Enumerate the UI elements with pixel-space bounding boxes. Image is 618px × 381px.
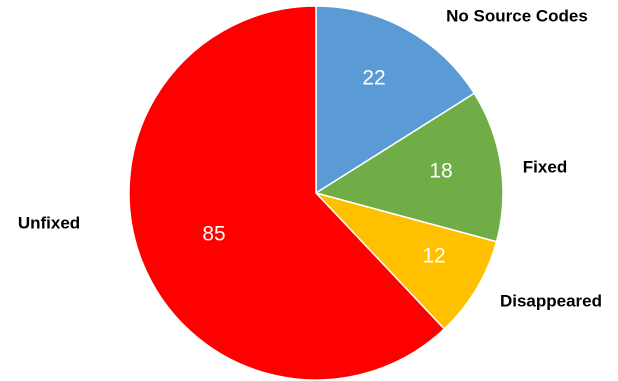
slice-labels-layer: No Source Codes Fixed Disappeared Unfixed — [18, 7, 602, 311]
pie-slice-disappeared — [315, 192, 498, 330]
slice-values-layer: 22 18 12 85 — [202, 67, 452, 268]
slices-layer — [128, 5, 504, 381]
slice-value-disappeared: 12 — [422, 245, 445, 268]
slice-value-fixed: 18 — [429, 160, 452, 183]
slice-label-no-source-codes: No Source Codes — [446, 7, 588, 26]
pie-slice-no-source-codes — [315, 5, 476, 194]
slice-label-disappeared: Disappeared — [500, 292, 602, 311]
pie-slice-fixed — [315, 92, 504, 243]
slice-value-unfixed: 85 — [202, 223, 225, 246]
slice-label-fixed: Fixed — [523, 158, 567, 177]
slice-label-unfixed: Unfixed — [18, 214, 80, 233]
pie-slice-unfixed — [128, 5, 446, 381]
slice-value-no-source-codes: 22 — [362, 67, 385, 90]
